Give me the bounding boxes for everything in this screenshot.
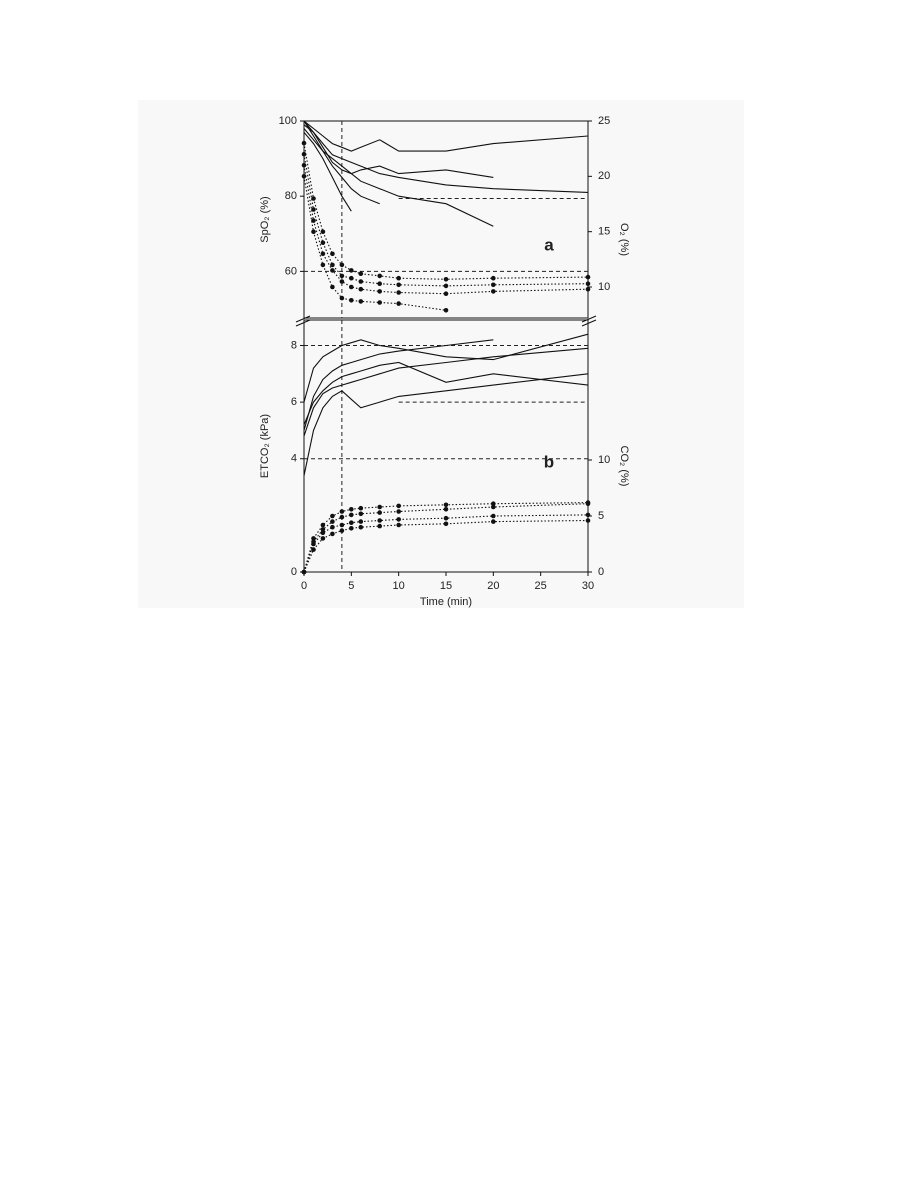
series-line xyxy=(303,361,589,426)
panel-label: a xyxy=(544,235,554,254)
series-line xyxy=(301,501,591,575)
figure-background xyxy=(138,100,744,608)
series-line xyxy=(303,373,589,476)
series-line xyxy=(303,347,589,437)
y2-tick-label: 25 xyxy=(598,115,610,127)
y-axis-label: SpO₂ (%) xyxy=(259,196,271,242)
y2-axis-label: CO₂ (%) xyxy=(618,446,630,487)
x-tick-label: 5 xyxy=(348,580,354,592)
y-tick-label: 4 xyxy=(291,453,297,465)
x-axis-label: Time (min) xyxy=(420,596,472,608)
y2-tick-label: 5 xyxy=(598,510,604,522)
x-tick-label: 30 xyxy=(582,580,594,592)
y2-tick-label: 15 xyxy=(598,226,610,238)
series-line xyxy=(301,140,591,282)
axis-break xyxy=(295,315,597,327)
y-tick-label: 80 xyxy=(285,190,297,202)
y2-tick-label: 0 xyxy=(598,566,604,578)
series-line xyxy=(303,339,494,431)
x-tick-label: 15 xyxy=(440,580,452,592)
y-tick-label: 100 xyxy=(279,115,297,127)
x-tick-label: 10 xyxy=(393,580,405,592)
y-tick-label: 6 xyxy=(291,396,297,408)
y2-axis-label: O₂ (%) xyxy=(618,223,630,256)
y2-tick-label: 10 xyxy=(598,281,610,293)
x-tick-label: 25 xyxy=(535,580,547,592)
y-tick-label: 60 xyxy=(285,265,297,277)
y2-tick-label: 20 xyxy=(598,170,610,182)
x-tick-label: 20 xyxy=(487,580,499,592)
y-tick-label: 8 xyxy=(291,339,297,351)
y-tick-label: 0 xyxy=(291,566,297,578)
y2-tick-label: 10 xyxy=(598,454,610,466)
series-line xyxy=(303,333,589,403)
series-line xyxy=(301,174,449,313)
panel-label: b xyxy=(544,452,554,471)
y-axis-label: ETCO₂ (kPa) xyxy=(259,414,271,478)
x-tick-label: 0 xyxy=(301,580,307,592)
